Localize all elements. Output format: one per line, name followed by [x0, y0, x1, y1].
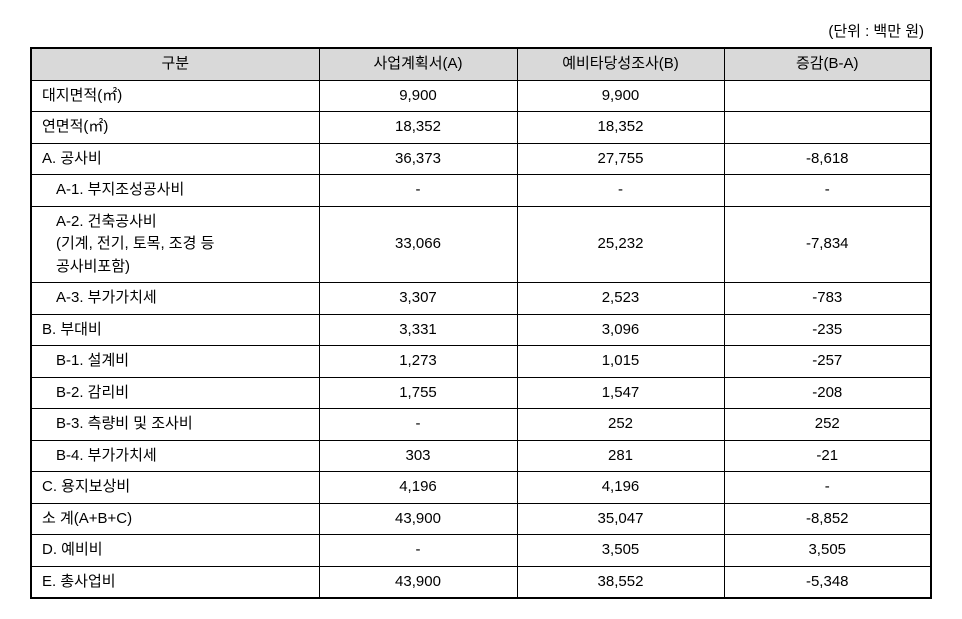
table-row: D. 예비비-3,5053,505	[31, 535, 931, 567]
cell-diff: -783	[724, 283, 931, 315]
cell-diff: -8,852	[724, 503, 931, 535]
row-label-line: A-2. 건축공사비	[56, 211, 309, 234]
cell-a: 3,307	[319, 283, 517, 315]
row-label: B-4. 부가가치세	[31, 440, 319, 472]
header-feasibility: 예비타당성조사(B)	[517, 48, 724, 80]
row-label: A-1. 부지조성공사비	[31, 175, 319, 207]
cell-b: 3,096	[517, 314, 724, 346]
row-label: A. 공사비	[31, 143, 319, 175]
cell-b: 2,523	[517, 283, 724, 315]
cell-a: 18,352	[319, 112, 517, 144]
cell-diff: 3,505	[724, 535, 931, 567]
cell-b: 252	[517, 409, 724, 441]
row-label-line: 공사비포함)	[56, 256, 309, 279]
cell-b: 25,232	[517, 206, 724, 283]
cost-table: 구분 사업계획서(A) 예비타당성조사(B) 증감(B-A) 대지면적(㎡)9,…	[30, 47, 932, 599]
row-label: B. 부대비	[31, 314, 319, 346]
table-row: B. 부대비3,3313,096-235	[31, 314, 931, 346]
table-body: 대지면적(㎡)9,9009,900연면적(㎡)18,35218,352A. 공사…	[31, 80, 931, 598]
row-label: A-3. 부가가치세	[31, 283, 319, 315]
row-label: 연면적(㎡)	[31, 112, 319, 144]
cell-a: 4,196	[319, 472, 517, 504]
cell-a: -	[319, 535, 517, 567]
row-label: B-2. 감리비	[31, 377, 319, 409]
table-row: A-2. 건축공사비 (기계, 전기, 토목, 조경 등 공사비포함)33,06…	[31, 206, 931, 283]
cell-a: 303	[319, 440, 517, 472]
unit-label: (단위 : 백만 원)	[30, 20, 932, 41]
table-row: B-3. 측량비 및 조사비-252252	[31, 409, 931, 441]
table-row: B-2. 감리비1,7551,547-208	[31, 377, 931, 409]
cell-b: 27,755	[517, 143, 724, 175]
cell-diff: -	[724, 472, 931, 504]
row-label: B-1. 설계비	[31, 346, 319, 378]
cell-diff: -21	[724, 440, 931, 472]
cell-b: 38,552	[517, 566, 724, 598]
cell-a: 9,900	[319, 80, 517, 112]
header-category: 구분	[31, 48, 319, 80]
row-label: D. 예비비	[31, 535, 319, 567]
table-row: A-3. 부가가치세3,3072,523-783	[31, 283, 931, 315]
cell-b: 1,547	[517, 377, 724, 409]
cell-b: 281	[517, 440, 724, 472]
cell-a: 1,273	[319, 346, 517, 378]
cell-diff: -7,834	[724, 206, 931, 283]
cell-diff	[724, 80, 931, 112]
table-row: 소 계(A+B+C)43,90035,047-8,852	[31, 503, 931, 535]
cell-b: 9,900	[517, 80, 724, 112]
cell-b: 18,352	[517, 112, 724, 144]
cell-a: 3,331	[319, 314, 517, 346]
cell-a: -	[319, 175, 517, 207]
table-row: 대지면적(㎡)9,9009,900	[31, 80, 931, 112]
table-row: A-1. 부지조성공사비---	[31, 175, 931, 207]
table-row: B-1. 설계비1,2731,015-257	[31, 346, 931, 378]
cell-diff: 252	[724, 409, 931, 441]
header-diff: 증감(B-A)	[724, 48, 931, 80]
cell-b: 4,196	[517, 472, 724, 504]
cell-b: 3,505	[517, 535, 724, 567]
table-row: 연면적(㎡)18,35218,352	[31, 112, 931, 144]
cell-diff: -5,348	[724, 566, 931, 598]
cell-diff: -257	[724, 346, 931, 378]
row-label: C. 용지보상비	[31, 472, 319, 504]
table-row: E. 총사업비43,90038,552-5,348	[31, 566, 931, 598]
cell-a: -	[319, 409, 517, 441]
row-label: 대지면적(㎡)	[31, 80, 319, 112]
cell-a: 43,900	[319, 566, 517, 598]
cell-a: 33,066	[319, 206, 517, 283]
cell-diff	[724, 112, 931, 144]
row-label-line: (기계, 전기, 토목, 조경 등	[56, 233, 309, 256]
table-row: A. 공사비36,37327,755-8,618	[31, 143, 931, 175]
table-row: B-4. 부가가치세303281-21	[31, 440, 931, 472]
table-row: C. 용지보상비4,1964,196-	[31, 472, 931, 504]
cell-diff: -235	[724, 314, 931, 346]
cell-diff: -	[724, 175, 931, 207]
cell-a: 43,900	[319, 503, 517, 535]
row-label: A-2. 건축공사비 (기계, 전기, 토목, 조경 등 공사비포함)	[31, 206, 319, 283]
cell-b: 35,047	[517, 503, 724, 535]
cell-diff: -208	[724, 377, 931, 409]
cell-b: -	[517, 175, 724, 207]
table-header-row: 구분 사업계획서(A) 예비타당성조사(B) 증감(B-A)	[31, 48, 931, 80]
cell-a: 36,373	[319, 143, 517, 175]
row-label: 소 계(A+B+C)	[31, 503, 319, 535]
cell-a: 1,755	[319, 377, 517, 409]
header-plan: 사업계획서(A)	[319, 48, 517, 80]
cell-b: 1,015	[517, 346, 724, 378]
row-label: E. 총사업비	[31, 566, 319, 598]
cell-diff: -8,618	[724, 143, 931, 175]
row-label: B-3. 측량비 및 조사비	[31, 409, 319, 441]
